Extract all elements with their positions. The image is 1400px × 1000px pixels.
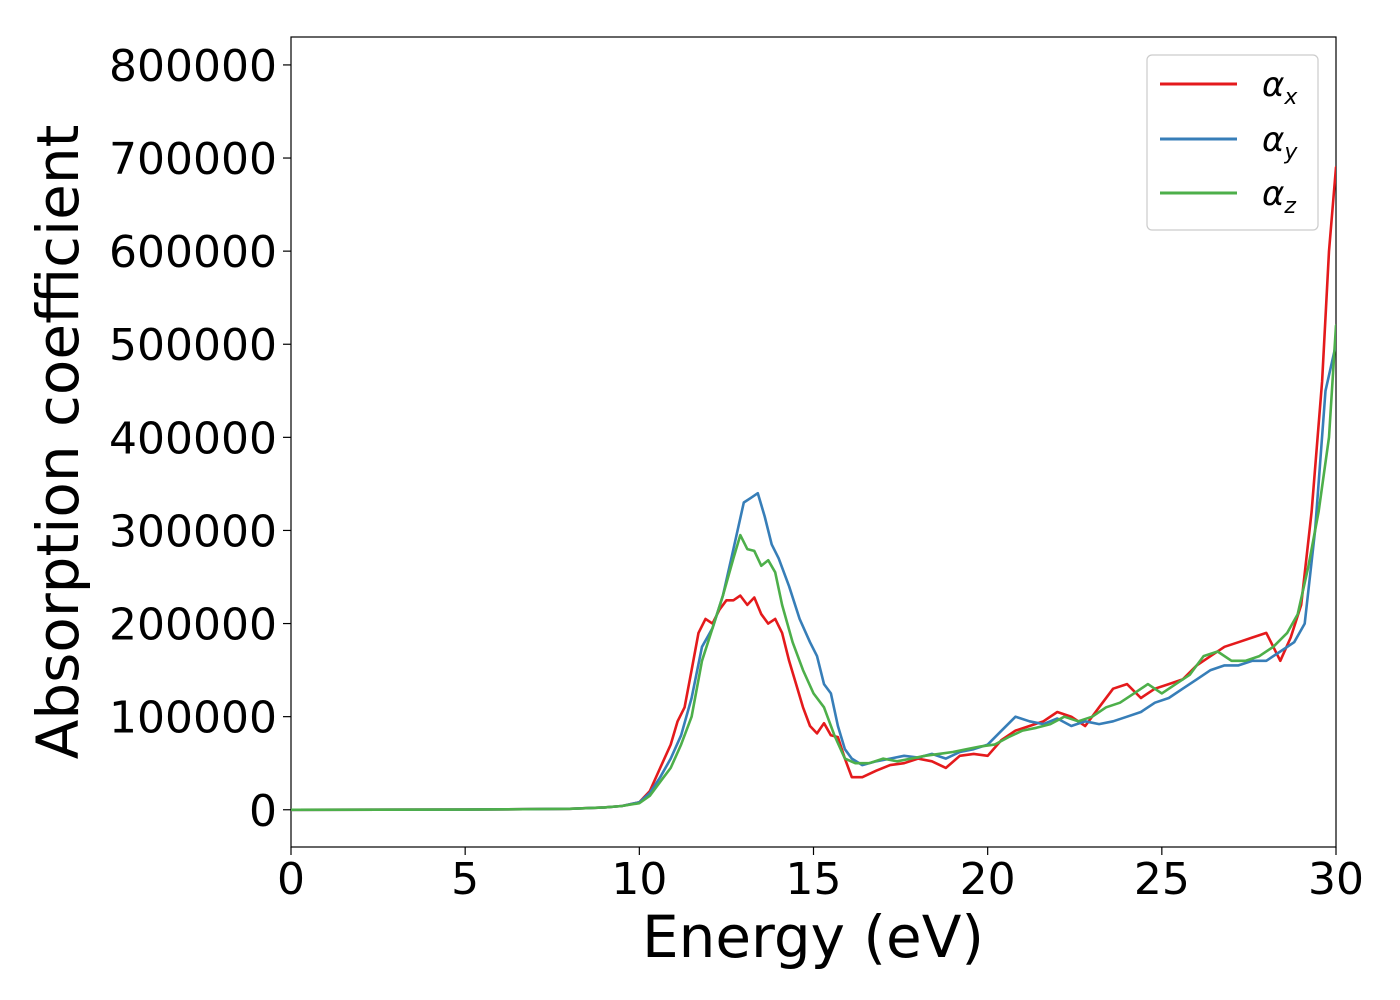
x-tick-label-30: 30 xyxy=(1308,854,1364,905)
legend-entry-z: αz xyxy=(1160,174,1296,219)
legend-label-y-main: α xyxy=(1262,120,1284,160)
y-axis-title: Absorption coefficient xyxy=(24,125,92,760)
legend-label-z-sub: z xyxy=(1283,194,1296,219)
legend-label-y-sub: y xyxy=(1283,140,1298,165)
series-line-alpha-z xyxy=(291,324,1336,812)
x-axis: 0 5 10 15 20 25 30 xyxy=(277,847,1364,905)
x-tick-label-20: 20 xyxy=(960,854,1016,905)
legend-entry-x: αx xyxy=(1160,65,1298,110)
y-axis: 0 100000 200000 300000 400000 500000 600000 700… xyxy=(109,41,291,837)
legend-label-x-sub: x xyxy=(1283,85,1298,110)
y-tick-label-400000: 400000 xyxy=(109,413,277,464)
x-tick-label-0: 0 xyxy=(277,854,305,905)
y-tick-label-500000: 500000 xyxy=(109,320,277,371)
legend-label-z-main: α xyxy=(1262,174,1284,214)
x-tick-label-10: 10 xyxy=(611,854,667,905)
y-tick-label-600000: 600000 xyxy=(109,227,277,278)
legend-label-z: αz xyxy=(1262,174,1296,219)
x-tick-label-25: 25 xyxy=(1134,854,1190,905)
x-tick-label-15: 15 xyxy=(786,854,842,905)
y-tick-label-700000: 700000 xyxy=(109,134,277,185)
x-axis-title: Energy (eV) xyxy=(642,903,984,971)
series-layer xyxy=(291,166,1336,812)
legend-frame xyxy=(1146,54,1319,231)
y-tick-label-800000: 800000 xyxy=(109,41,277,92)
y-tick-label-0: 0 xyxy=(249,786,277,837)
legend: αx αy αz xyxy=(1146,54,1319,231)
y-tick-label-100000: 100000 xyxy=(109,693,277,744)
legend-entry-y: αy xyxy=(1160,120,1298,165)
x-tick-label-5: 5 xyxy=(451,854,479,905)
legend-label-x-main: α xyxy=(1262,65,1284,105)
series-line-alpha-y xyxy=(291,342,1336,812)
y-tick-label-200000: 200000 xyxy=(109,600,277,651)
y-tick-label-300000: 300000 xyxy=(109,506,277,557)
legend-label-x: αx xyxy=(1262,65,1298,110)
legend-label-y: αy xyxy=(1262,120,1298,165)
